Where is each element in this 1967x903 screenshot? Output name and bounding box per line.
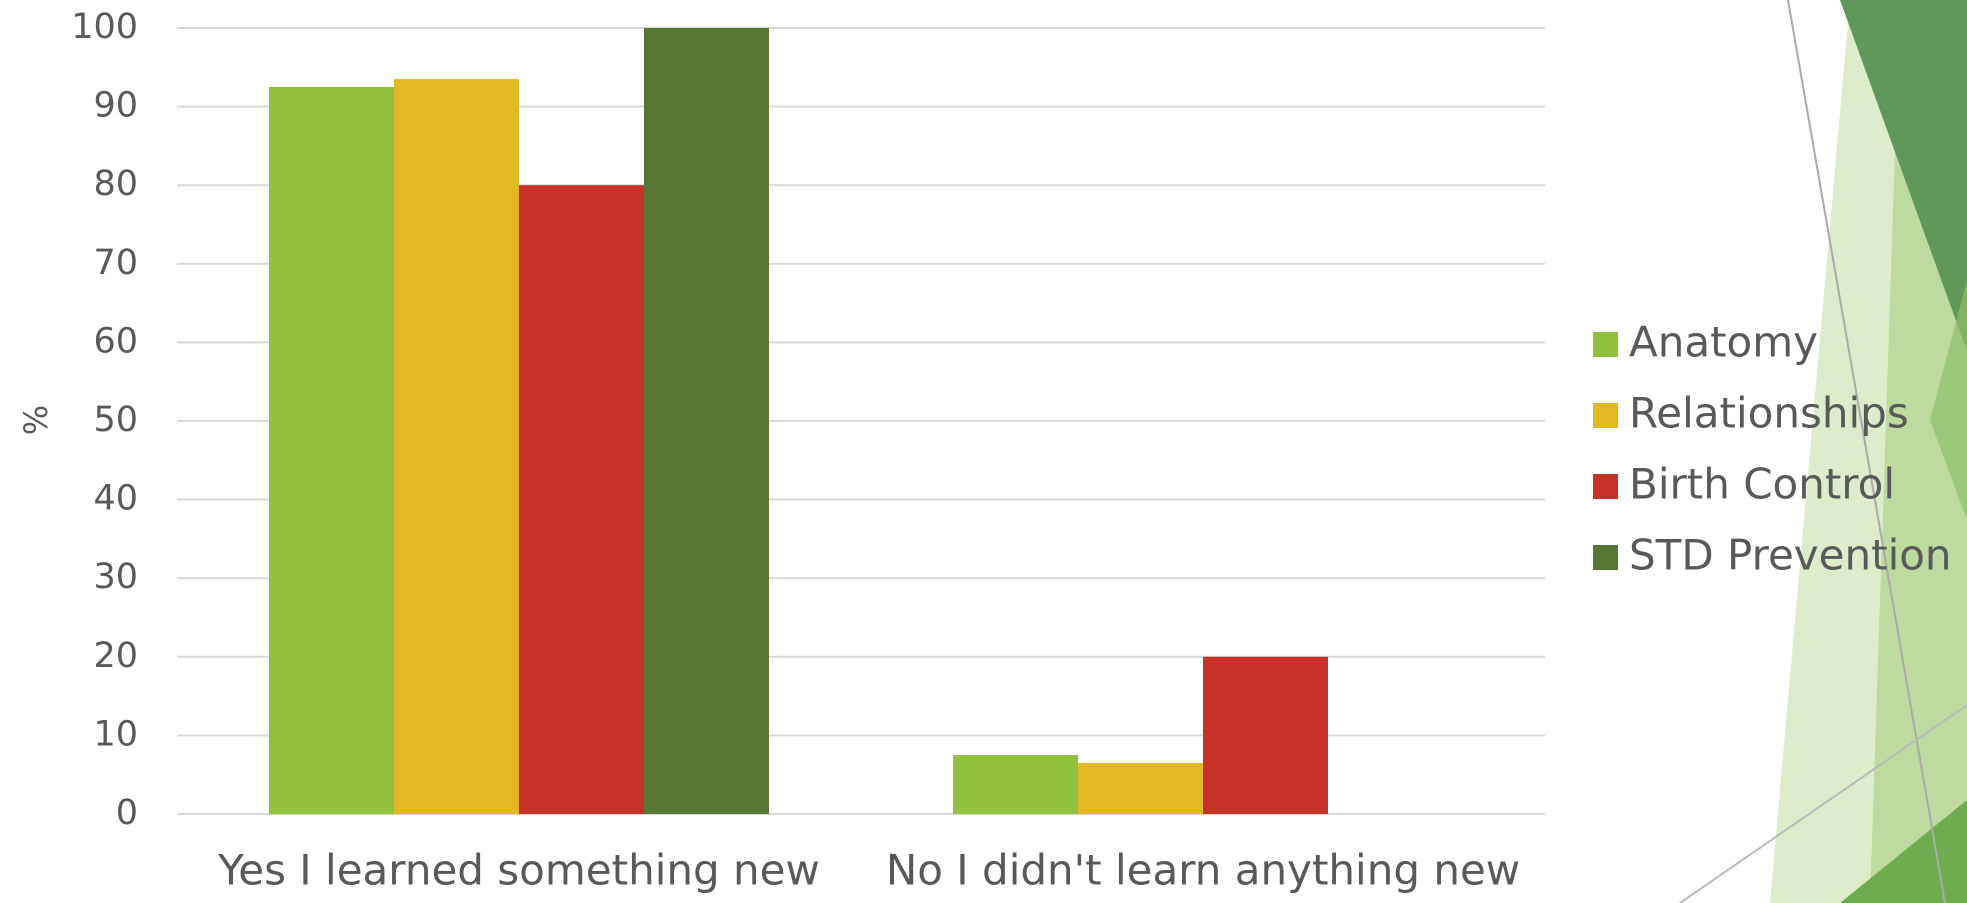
y-tick-label: 50 (93, 400, 138, 440)
legend-swatch (1593, 403, 1618, 428)
legend-swatch (1593, 332, 1618, 357)
bar (519, 185, 644, 814)
x-tick-label: Yes I learned something new (217, 846, 820, 895)
y-tick-label: 70 (93, 243, 138, 283)
chart: % 0 10 20 30 40 50 60 70 80 90 100 Yes I learned so… (0, 0, 1967, 903)
y-tick-label: 10 (93, 714, 138, 754)
bar (644, 28, 769, 814)
legend-swatch (1593, 545, 1618, 570)
y-tick-label: 0 (116, 793, 138, 833)
bar (269, 87, 394, 814)
y-tick-label: 40 (93, 479, 138, 519)
bar (394, 79, 519, 814)
decoration (1680, 0, 1967, 903)
bar (1203, 657, 1328, 814)
bar (953, 755, 1078, 814)
legend-label: Relationships (1629, 389, 1909, 438)
y-tick-label: 80 (93, 164, 138, 204)
bar (1078, 763, 1203, 814)
y-tick-label: 60 (93, 321, 138, 361)
y-tick-label: 20 (93, 636, 138, 676)
y-axis-label: % (17, 405, 55, 435)
y-tick-label: 30 (93, 557, 138, 597)
y-tick-label: 100 (71, 7, 138, 47)
legend-label: STD Prevention (1629, 531, 1952, 580)
y-tick-label: 90 (93, 86, 138, 126)
x-tick-label: No I didn't learn anything new (886, 846, 1520, 895)
legend-swatch (1593, 474, 1618, 499)
legend-label: Anatomy (1629, 318, 1818, 367)
legend-label: Birth Control (1629, 460, 1895, 509)
